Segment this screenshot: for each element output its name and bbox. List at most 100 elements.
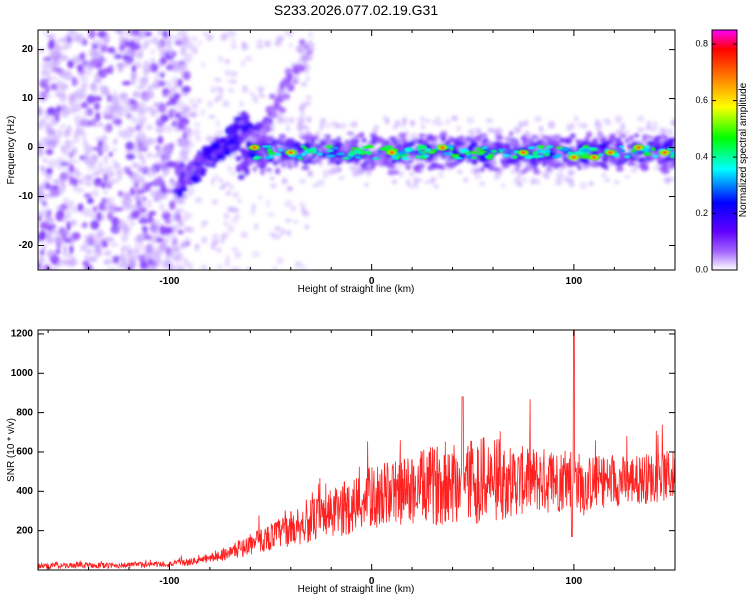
spectrogram-cell bbox=[442, 152, 453, 156]
spectrogram-cell bbox=[62, 151, 72, 156]
spectrogram-cell bbox=[338, 122, 347, 130]
spectrogram-cell bbox=[270, 105, 277, 114]
spectrogram-cell bbox=[631, 149, 636, 153]
spectrogram-cell bbox=[264, 156, 272, 160]
spectrogram-cell bbox=[125, 30, 136, 36]
spectrogram-cell bbox=[323, 172, 328, 179]
spectrogram-cell bbox=[71, 232, 81, 241]
spectrogram-cell bbox=[301, 152, 306, 157]
spectrogram-cell bbox=[187, 186, 196, 192]
spectrogram-cell bbox=[228, 183, 234, 191]
spectrogram-cell bbox=[163, 259, 173, 269]
spectrogram-cell bbox=[227, 225, 235, 233]
spectrogram-cell bbox=[220, 232, 229, 239]
spectrogram-cell bbox=[221, 183, 226, 190]
spectrogram-cell bbox=[269, 93, 276, 100]
spectrogram-cell bbox=[60, 124, 66, 129]
spectrogram-cell bbox=[299, 55, 307, 62]
spectrogram-cell bbox=[98, 85, 109, 92]
spectrogram-cell bbox=[326, 138, 333, 147]
spectrogram-cell bbox=[569, 146, 577, 151]
spectrogram-cell bbox=[206, 33, 214, 42]
spectrogram-cell bbox=[395, 136, 403, 143]
spectrogram-cell bbox=[663, 156, 670, 161]
spectrogram-frame bbox=[37, 29, 676, 271]
spectrogram-cell bbox=[224, 261, 230, 268]
spectrogram-y-tick-label: -20 bbox=[19, 240, 34, 251]
spectrogram-cell bbox=[640, 139, 648, 147]
spectrogram-cell bbox=[429, 134, 435, 141]
spectrogram-cell bbox=[553, 157, 560, 165]
spectrogram-y-tick-label: 10 bbox=[22, 93, 34, 104]
spectrogram-cell bbox=[155, 257, 161, 268]
spectrogram-cell bbox=[252, 132, 262, 137]
spectrogram-cell bbox=[366, 169, 372, 176]
spectrogram-cell bbox=[272, 234, 280, 240]
spectrogram-cell bbox=[108, 106, 117, 116]
spectrogram-x-tick-label: 0 bbox=[369, 276, 375, 287]
spectrogram-cell bbox=[101, 181, 106, 189]
spectrogram-cell bbox=[235, 213, 240, 220]
spectrogram-cell bbox=[139, 212, 145, 218]
spectrogram-cell bbox=[474, 171, 482, 180]
spectrogram-cell bbox=[421, 138, 430, 145]
spectrogram-cell bbox=[281, 177, 288, 185]
spectrogram-cell bbox=[91, 212, 96, 221]
spectrogram-cell bbox=[250, 135, 258, 144]
spectrogram-cell bbox=[357, 133, 365, 138]
spectrogram-cell bbox=[301, 165, 310, 170]
spectrogram-cell bbox=[174, 92, 181, 100]
spectrogram-cell bbox=[537, 145, 545, 149]
colorbar-tick-label: 0.0 bbox=[695, 264, 708, 274]
spectrogram-cell bbox=[226, 165, 234, 172]
spectrogram-cell bbox=[113, 138, 118, 146]
spectrogram-cell bbox=[78, 38, 84, 46]
spectrogram-cell bbox=[234, 266, 241, 270]
spectrogram-cell bbox=[165, 93, 175, 99]
spectrogram-cell bbox=[558, 165, 565, 172]
spectrogram-cell bbox=[40, 249, 45, 256]
spectrogram-cell bbox=[132, 90, 141, 99]
spectrogram-cell bbox=[139, 217, 147, 224]
spectrogram-cell bbox=[80, 101, 88, 109]
spectrogram-cell bbox=[46, 34, 53, 39]
spectrogram-cell bbox=[629, 135, 634, 141]
spectrogram-cell bbox=[274, 39, 282, 47]
spectrogram-cell bbox=[285, 124, 291, 133]
spectrogram-cell bbox=[422, 154, 430, 158]
spectrogram-cell bbox=[183, 156, 189, 162]
spectrogram-cell bbox=[266, 151, 277, 155]
spectrogram-cell bbox=[474, 147, 485, 151]
spectrogram-cell bbox=[149, 235, 159, 245]
spectrogram-cell bbox=[251, 250, 260, 258]
spectrogram-cell bbox=[90, 154, 99, 164]
spectrogram-cell bbox=[666, 142, 674, 147]
spectrogram-cell bbox=[274, 226, 282, 232]
spectrogram-cell bbox=[141, 158, 146, 166]
spectrogram-cell bbox=[98, 122, 104, 127]
spectrogram-cell bbox=[38, 261, 42, 270]
spectrogram-cell bbox=[366, 161, 372, 170]
spectrogram-cell bbox=[433, 184, 439, 189]
spectrogram-cell bbox=[625, 137, 630, 144]
spectrogram-cell bbox=[292, 66, 299, 74]
spectrogram-cell bbox=[48, 38, 56, 49]
spectrogram-cell bbox=[270, 183, 277, 189]
spectrogram-cell bbox=[500, 183, 506, 189]
spectrogram-cell bbox=[50, 83, 58, 91]
spectrogram-cell bbox=[194, 196, 203, 204]
spectrogram-cell bbox=[479, 133, 488, 137]
spectrogram-cell bbox=[392, 169, 400, 175]
spectrogram-cell bbox=[432, 135, 440, 139]
spectrogram-cell bbox=[620, 155, 626, 161]
spectrogram-cell bbox=[178, 136, 184, 147]
spectrogram-cell bbox=[274, 152, 282, 157]
spectrogram-cell bbox=[536, 170, 542, 176]
spectrogram-cell bbox=[542, 137, 549, 145]
spectrogram-cell bbox=[268, 134, 274, 140]
spectrogram-cell bbox=[214, 137, 221, 143]
spectrogram-cell bbox=[201, 236, 208, 244]
spectrogram-cell bbox=[229, 171, 237, 177]
spectrogram-cell bbox=[113, 163, 121, 169]
